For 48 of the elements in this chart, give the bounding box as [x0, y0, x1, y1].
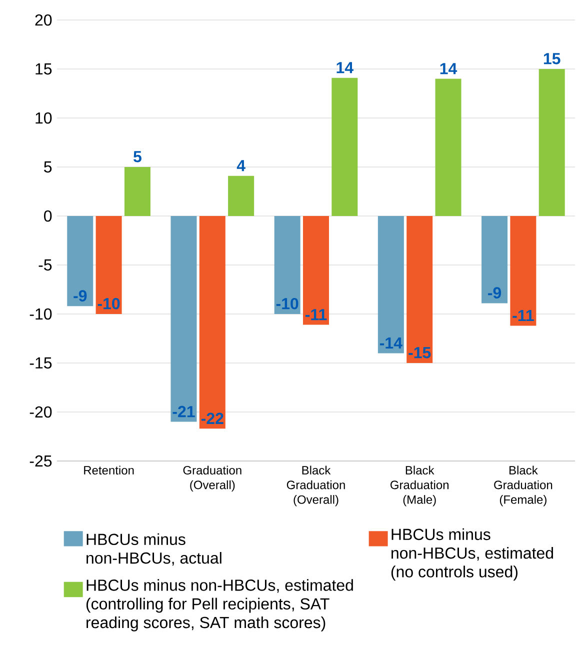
y-tick-label: -15 — [30, 357, 52, 369]
data-label: -22 — [201, 412, 224, 424]
y-tick-label: 20 — [35, 14, 52, 26]
bar — [274, 216, 300, 314]
bar — [406, 216, 433, 363]
bar — [170, 216, 197, 422]
bar — [124, 167, 150, 216]
y-tick-label: -5 — [38, 259, 52, 271]
bar — [510, 216, 536, 326]
x-tick-label: Black Graduation (Female) — [494, 466, 552, 506]
data-label: 14 — [336, 62, 354, 74]
legend-label: HBCUs minus non-HBCUs, actual — [86, 533, 222, 566]
y-tick-label: 15 — [36, 63, 52, 75]
bar — [67, 216, 94, 306]
data-label: -10 — [98, 298, 120, 310]
bar — [332, 78, 358, 216]
data-label: -9 — [74, 290, 87, 302]
bar — [435, 78, 462, 216]
data-label: -11 — [512, 310, 534, 322]
bar — [228, 176, 254, 216]
legend-label: HBCUs minus non-HBCUs, estimated (controlling for Pell recipients, SAT reading scores, SAT math scores) — [86, 579, 353, 632]
data-label: -9 — [488, 287, 502, 298]
data-label: 4 — [236, 160, 246, 172]
bar — [96, 216, 122, 314]
x-tick-label: Retention — [84, 466, 134, 475]
data-label: 15 — [544, 53, 560, 64]
data-label: -11 — [306, 309, 327, 320]
bar — [199, 216, 226, 429]
data-label: -14 — [380, 337, 402, 348]
data-label: -21 — [172, 406, 195, 418]
bar — [538, 69, 565, 216]
x-tick-label: Black Graduation (Male) — [390, 466, 448, 506]
y-tick-label: 0 — [44, 210, 52, 222]
y-tick-label: 10 — [36, 112, 52, 124]
data-label: 14 — [440, 63, 458, 74]
data-label: -10 — [276, 298, 298, 310]
y-tick-label: -10 — [30, 308, 52, 320]
bar — [302, 216, 329, 325]
data-label: -15 — [408, 347, 431, 358]
y-tick-label: 5 — [44, 161, 52, 173]
data-label: 5 — [134, 151, 142, 162]
y-tick-label: -25 — [30, 455, 52, 467]
x-tick-label: Black Graduation (Overall) — [286, 466, 345, 506]
legend-label: HBCUs minus non-HBCUs, estimated (no controls used) — [391, 528, 554, 581]
x-tick-label: Graduation (Overall) — [183, 466, 242, 492]
bar — [378, 216, 404, 354]
y-tick-label: -20 — [30, 406, 52, 418]
bar — [482, 216, 508, 304]
